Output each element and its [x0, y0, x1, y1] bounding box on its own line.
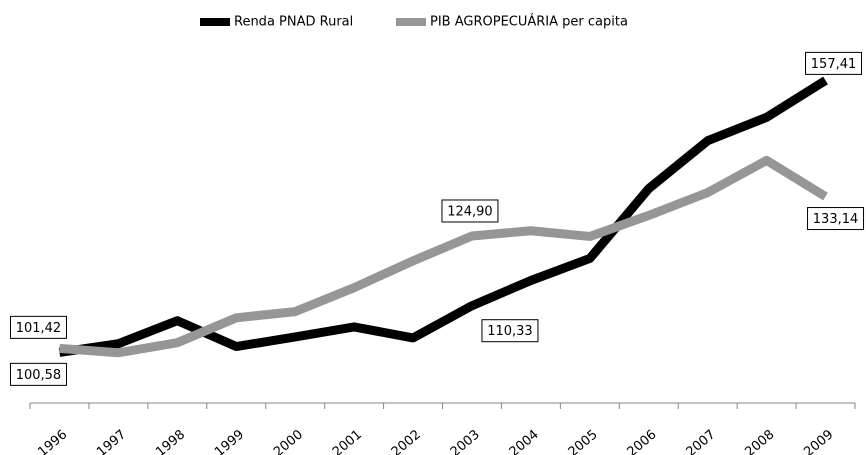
x-tick-label: 2001 [330, 427, 365, 455]
series-line [59, 155, 828, 358]
data-label-box [441, 199, 499, 223]
data-label-box [805, 51, 863, 75]
x-tick-label: 2004 [507, 427, 542, 455]
x-tick-label: 1997 [94, 427, 129, 455]
data-label: 133,14 [813, 212, 859, 227]
data-label-box [9, 315, 67, 339]
x-tick-label: 2003 [448, 427, 483, 455]
data-label: 124,90 [447, 204, 493, 219]
data-label: 157,41 [811, 57, 857, 72]
data-label: 100,58 [16, 368, 62, 383]
data-label-box [9, 362, 67, 386]
x-tick-label: 2005 [566, 427, 601, 455]
data-label-box [807, 207, 865, 231]
x-tick-label: 1998 [153, 427, 188, 455]
data-label: 101,42 [16, 321, 62, 336]
legend-label: PIB AGROPECUÁRIA per capita [430, 14, 628, 30]
x-tick-label: 1996 [35, 427, 70, 455]
x-tick-label: 2008 [742, 427, 777, 455]
legend-label: Renda PNAD Rural [234, 15, 353, 30]
x-tick-label: 2009 [801, 427, 836, 455]
x-tick-label: 2002 [389, 427, 424, 455]
data-label-box [481, 319, 539, 343]
x-tick-label: 1999 [212, 427, 247, 455]
x-tick-label: 2006 [625, 427, 660, 455]
x-tick-label: 2007 [684, 427, 719, 455]
series-line [58, 76, 828, 357]
x-tick-label: 2000 [271, 427, 306, 455]
data-label: 110,33 [487, 324, 533, 339]
